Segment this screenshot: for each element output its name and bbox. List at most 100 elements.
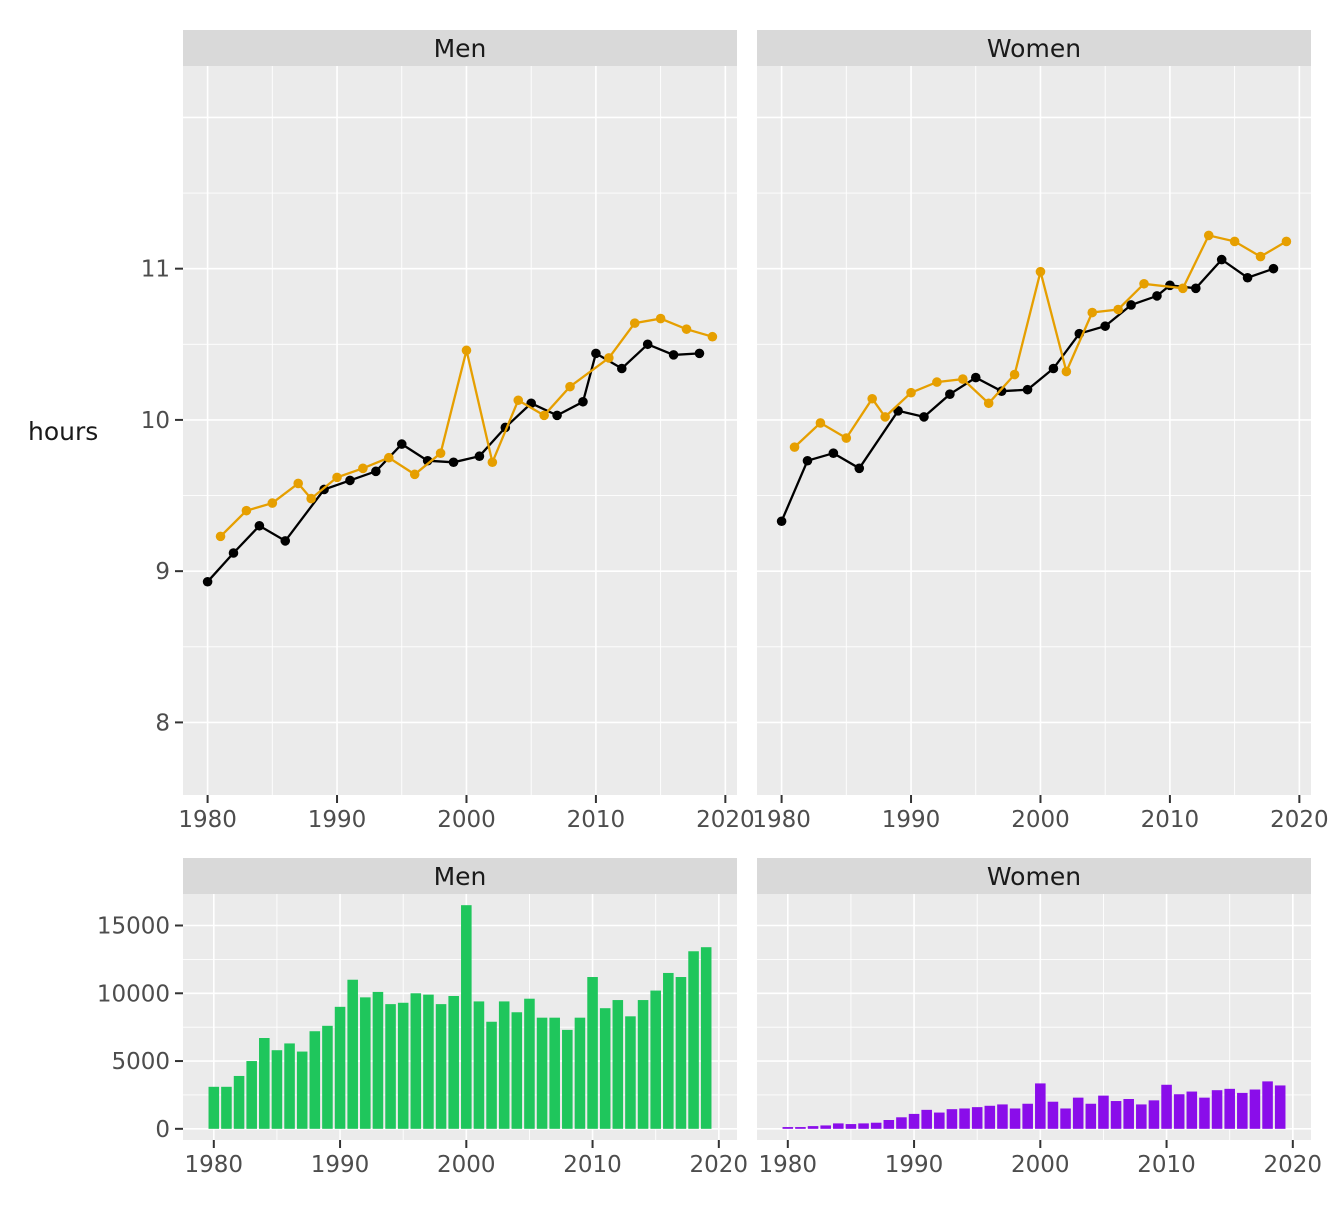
bar-women-2018	[1262, 1081, 1273, 1129]
bar-men-1990	[334, 1006, 346, 1129]
panel-women-line: 1980 1990 2000 2010 2020	[752, 66, 1329, 833]
panel-men-bar: 1980 1990 2000 2010 2020 0 5000 10000 15000	[97, 894, 748, 1178]
facet-strip-women-lines: Women	[757, 30, 1311, 66]
x-tick-label: 2000	[1011, 1152, 1070, 1178]
bar-men-1996	[410, 993, 422, 1129]
bar-women-2003	[1072, 1097, 1084, 1129]
y-tick-label: 8	[155, 710, 170, 736]
point-black-1991	[345, 475, 355, 486]
point-black-1993	[371, 466, 381, 477]
bar-men-1981	[221, 1086, 232, 1129]
bar-women-2010	[1161, 1084, 1172, 1129]
point-orange-1981	[789, 442, 800, 452]
y-axis-title: hours	[28, 417, 99, 446]
x-tick-label: 2010	[567, 807, 626, 833]
point-orange-1994	[958, 374, 968, 384]
bar-women-1999	[1022, 1103, 1033, 1129]
facet-strip-label: Men	[433, 861, 487, 891]
point-black-1982	[802, 455, 813, 466]
point-orange-1994	[384, 452, 394, 463]
point-orange-1990	[332, 472, 342, 483]
bar-women-1995	[971, 1107, 983, 1129]
bar-men-1999	[448, 995, 459, 1129]
facet-strip-women-bars: Women	[757, 858, 1311, 894]
point-orange-1981	[215, 531, 226, 542]
bar-women-2019	[1274, 1085, 1286, 1129]
bar-men-2010	[587, 977, 598, 1129]
facet-strip-label: Men	[433, 33, 487, 63]
bar-women-2005	[1098, 1095, 1109, 1129]
bar-women-1988	[883, 1120, 895, 1129]
bar-men-1994	[385, 1004, 396, 1129]
bar-women-2006	[1110, 1101, 1122, 1129]
bar-women-2002	[1060, 1108, 1071, 1129]
x-tick-label: 1980	[752, 807, 811, 833]
bar-men-1998	[435, 1004, 447, 1129]
x-tick-label: 2010	[563, 1152, 622, 1178]
bar-women-2012	[1186, 1091, 1198, 1129]
bar-men-2006	[536, 1017, 548, 1129]
y-tick-label: 9	[155, 559, 170, 585]
bar-women-2011	[1173, 1094, 1185, 1129]
point-black-2007	[552, 410, 562, 421]
x-tick-label: 1990	[882, 807, 941, 833]
bar-women-1987	[870, 1122, 882, 1129]
bar-men-1992	[360, 997, 371, 1129]
bar-women-1982	[807, 1126, 819, 1129]
bar-men-1980	[208, 1086, 220, 1129]
bar-women-2013	[1199, 1097, 1210, 1129]
panel-women-bar: 1980 1990 2000 2010 2020	[757, 894, 1322, 1178]
y-tick-label: 15000	[97, 914, 170, 940]
bar-men-2004	[511, 1012, 523, 1129]
bar-women-1983	[820, 1125, 831, 1129]
line-black	[206, 342, 700, 583]
point-black-1986	[280, 536, 291, 546]
x-tick-label: 2000	[437, 807, 496, 833]
bar-men-2015	[650, 990, 661, 1129]
bar-men-2019	[700, 947, 712, 1129]
point-orange-2019	[707, 331, 718, 342]
x-tick-label: 2020	[690, 1152, 749, 1178]
facet-strip-men-bars: Men	[183, 858, 737, 894]
bar-men-2009	[574, 1017, 586, 1129]
point-black-2005	[1100, 321, 1110, 331]
bar-men-1982	[233, 1075, 245, 1129]
y-tick-label: 10000	[97, 981, 170, 1007]
bar-women-2016	[1237, 1092, 1248, 1129]
point-black-1993	[945, 389, 955, 400]
bar-women-1986	[858, 1123, 869, 1129]
point-orange-1996	[983, 398, 994, 409]
facet-strip-men-lines: Men	[183, 30, 737, 66]
point-black-2001	[1048, 363, 1059, 374]
x-tick-label: 2010	[1141, 807, 1200, 833]
point-black-1980	[202, 576, 213, 587]
x-tick-label: 1990	[308, 807, 367, 833]
point-black-1991	[919, 412, 929, 422]
bar-women-1994	[959, 1108, 970, 1129]
point-orange-2002	[487, 457, 498, 468]
bar-women-2017	[1249, 1089, 1261, 1129]
point-orange-2015	[1229, 236, 1240, 247]
point-orange-2006	[539, 410, 549, 421]
y-tick-label: 11	[141, 257, 170, 283]
x-tick-label: 1980	[759, 1152, 818, 1178]
point-black-2014	[1216, 254, 1227, 265]
point-orange-2017	[1255, 251, 1266, 262]
bar-women-2014	[1211, 1090, 1223, 1129]
facet-strip-label: Women	[986, 33, 1082, 63]
x-tick-label: 1980	[178, 807, 237, 833]
bar-men-2000	[461, 905, 472, 1129]
point-orange-1983	[241, 505, 252, 516]
bar-men-1993	[372, 991, 384, 1129]
bar-men-1983	[246, 1061, 257, 1129]
bar-women-1990	[908, 1113, 920, 1129]
bar-women-1985	[845, 1124, 857, 1129]
bar-men-2013	[625, 1016, 636, 1129]
point-black-1980	[776, 516, 787, 527]
point-black-1986	[854, 463, 865, 474]
point-orange-2011	[604, 353, 614, 363]
x-tick-label: 2020	[696, 807, 755, 833]
bar-men-1987	[296, 1051, 308, 1129]
bar-men-1985	[271, 1050, 283, 1129]
